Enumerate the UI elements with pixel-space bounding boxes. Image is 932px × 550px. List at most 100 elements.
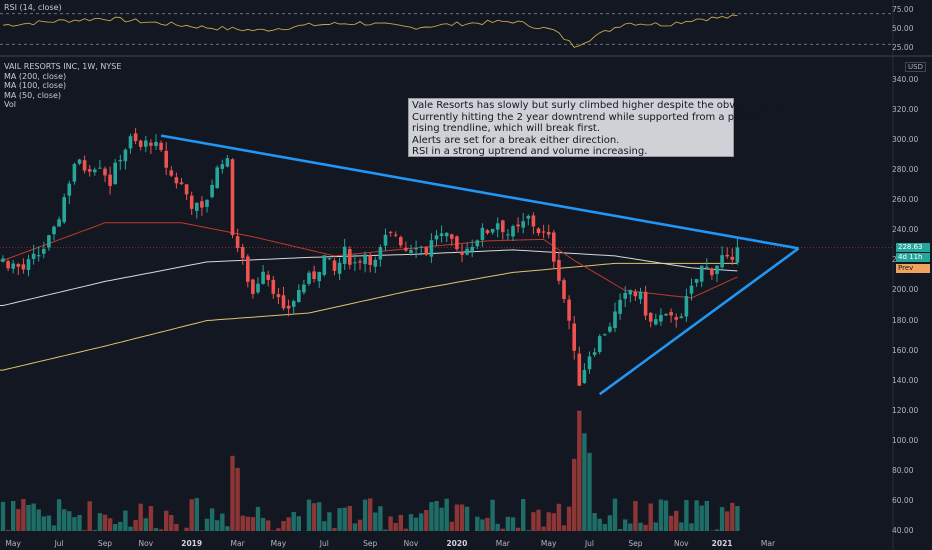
rsi-tick: 50.00 [892,24,914,33]
candle-body [72,164,77,182]
candle-body [200,201,204,208]
volume-bar [31,503,36,531]
volume-bar [184,527,189,531]
candle-body [31,253,36,259]
candle-body [225,158,230,167]
candle-body [628,290,633,295]
candle-body [455,236,459,250]
candle-body [149,142,153,146]
price-tick: 240.00 [892,225,919,235]
candle-body [21,264,26,270]
candle-body [281,295,286,309]
legend-ma100: MA (100, close) [4,81,67,90]
volume-bar [464,506,470,531]
candle-body [485,230,490,234]
volume-bar [225,526,230,531]
candle-body [470,246,474,251]
candle-body [506,234,510,236]
volume-bar [521,499,526,531]
annotation-line: Alerts are set for a break either direct… [412,134,620,146]
candle-body [404,247,408,251]
candle-body [480,227,485,241]
legend: VAIL RESORTS INC, 1W, NYSE MA (200, clos… [4,62,121,110]
candle-body [337,262,342,274]
price-tick: 40.00 [892,526,914,535]
candle-body [26,259,31,270]
time-tick: Mar [495,539,510,548]
volume-bar [429,502,434,531]
volume-bar [199,530,205,531]
candle-body [409,249,413,253]
candle-body [613,311,617,328]
volume-bar [128,526,133,531]
volume-bar [296,516,301,531]
volume-bar [714,529,720,531]
volume-bar [541,526,546,531]
volume-bar [46,515,52,531]
volume-bar [5,530,11,531]
volume-bar [556,503,562,531]
candle-body [373,259,378,267]
candle-body [174,177,179,184]
volume-bar [643,524,648,531]
volume-bar [276,528,281,531]
time-tick: 2021 [711,539,733,548]
volume-bar [51,525,57,531]
volume-bar [194,498,199,531]
volume-bar [439,507,444,531]
volume-bar [174,523,179,531]
volume-bar [403,528,409,531]
volume-bar [419,513,424,531]
candle-body [393,234,398,236]
volume-bar [230,455,235,531]
volume-bar [204,518,210,531]
candle-body [363,254,367,265]
volume-bar [704,500,709,531]
candle-body [592,352,597,355]
price-tick: 200.00 [892,285,919,295]
trendlines [160,134,800,396]
volume-bar [480,519,485,531]
annotation-line: Currently hitting the 2 year downtrend w… [412,111,764,123]
volume-bar [444,498,449,531]
candle-body [689,285,694,294]
candle-body [215,167,219,188]
candle-body [378,247,383,260]
volume-bar [164,510,169,531]
time-tick: 2019 [181,539,203,548]
candle-body [572,323,576,351]
legend-ma200: MA (200, close) [4,71,67,81]
rsi-label: RSI (14, close) [4,3,62,12]
time-tick: Sep [363,539,378,548]
candle-body [353,262,357,264]
volume-bar [689,523,694,531]
candle-body [705,266,709,268]
candle-body [189,195,194,209]
volume-bar [393,522,398,531]
candle-body [179,182,184,185]
volume-bar [266,520,271,531]
annotation-line: Vale Resorts has slowly but surly climbe… [412,100,793,111]
volume-bar [490,499,495,531]
volume-bar [699,505,704,531]
candle-body [230,159,235,236]
rsi-tick: 75.00 [892,4,914,14]
annotation-note[interactable]: Vale Resorts has slowly but surly climbe… [408,98,793,157]
volume-bar [500,528,505,531]
volume-bar [515,527,521,531]
currency-label[interactable]: USD [905,62,926,72]
volume-bar [337,508,342,531]
candle-body [77,159,82,164]
volume-bar [730,502,735,531]
candle-body [6,261,10,269]
candle-body [577,353,582,386]
candle-body [108,174,112,186]
candle-body [679,316,684,319]
candle-body [144,140,148,147]
volume-bar [158,529,164,531]
candle-body [240,247,245,259]
candle-body [67,183,72,196]
volume-bar [551,513,556,531]
volume-bar [41,516,46,531]
